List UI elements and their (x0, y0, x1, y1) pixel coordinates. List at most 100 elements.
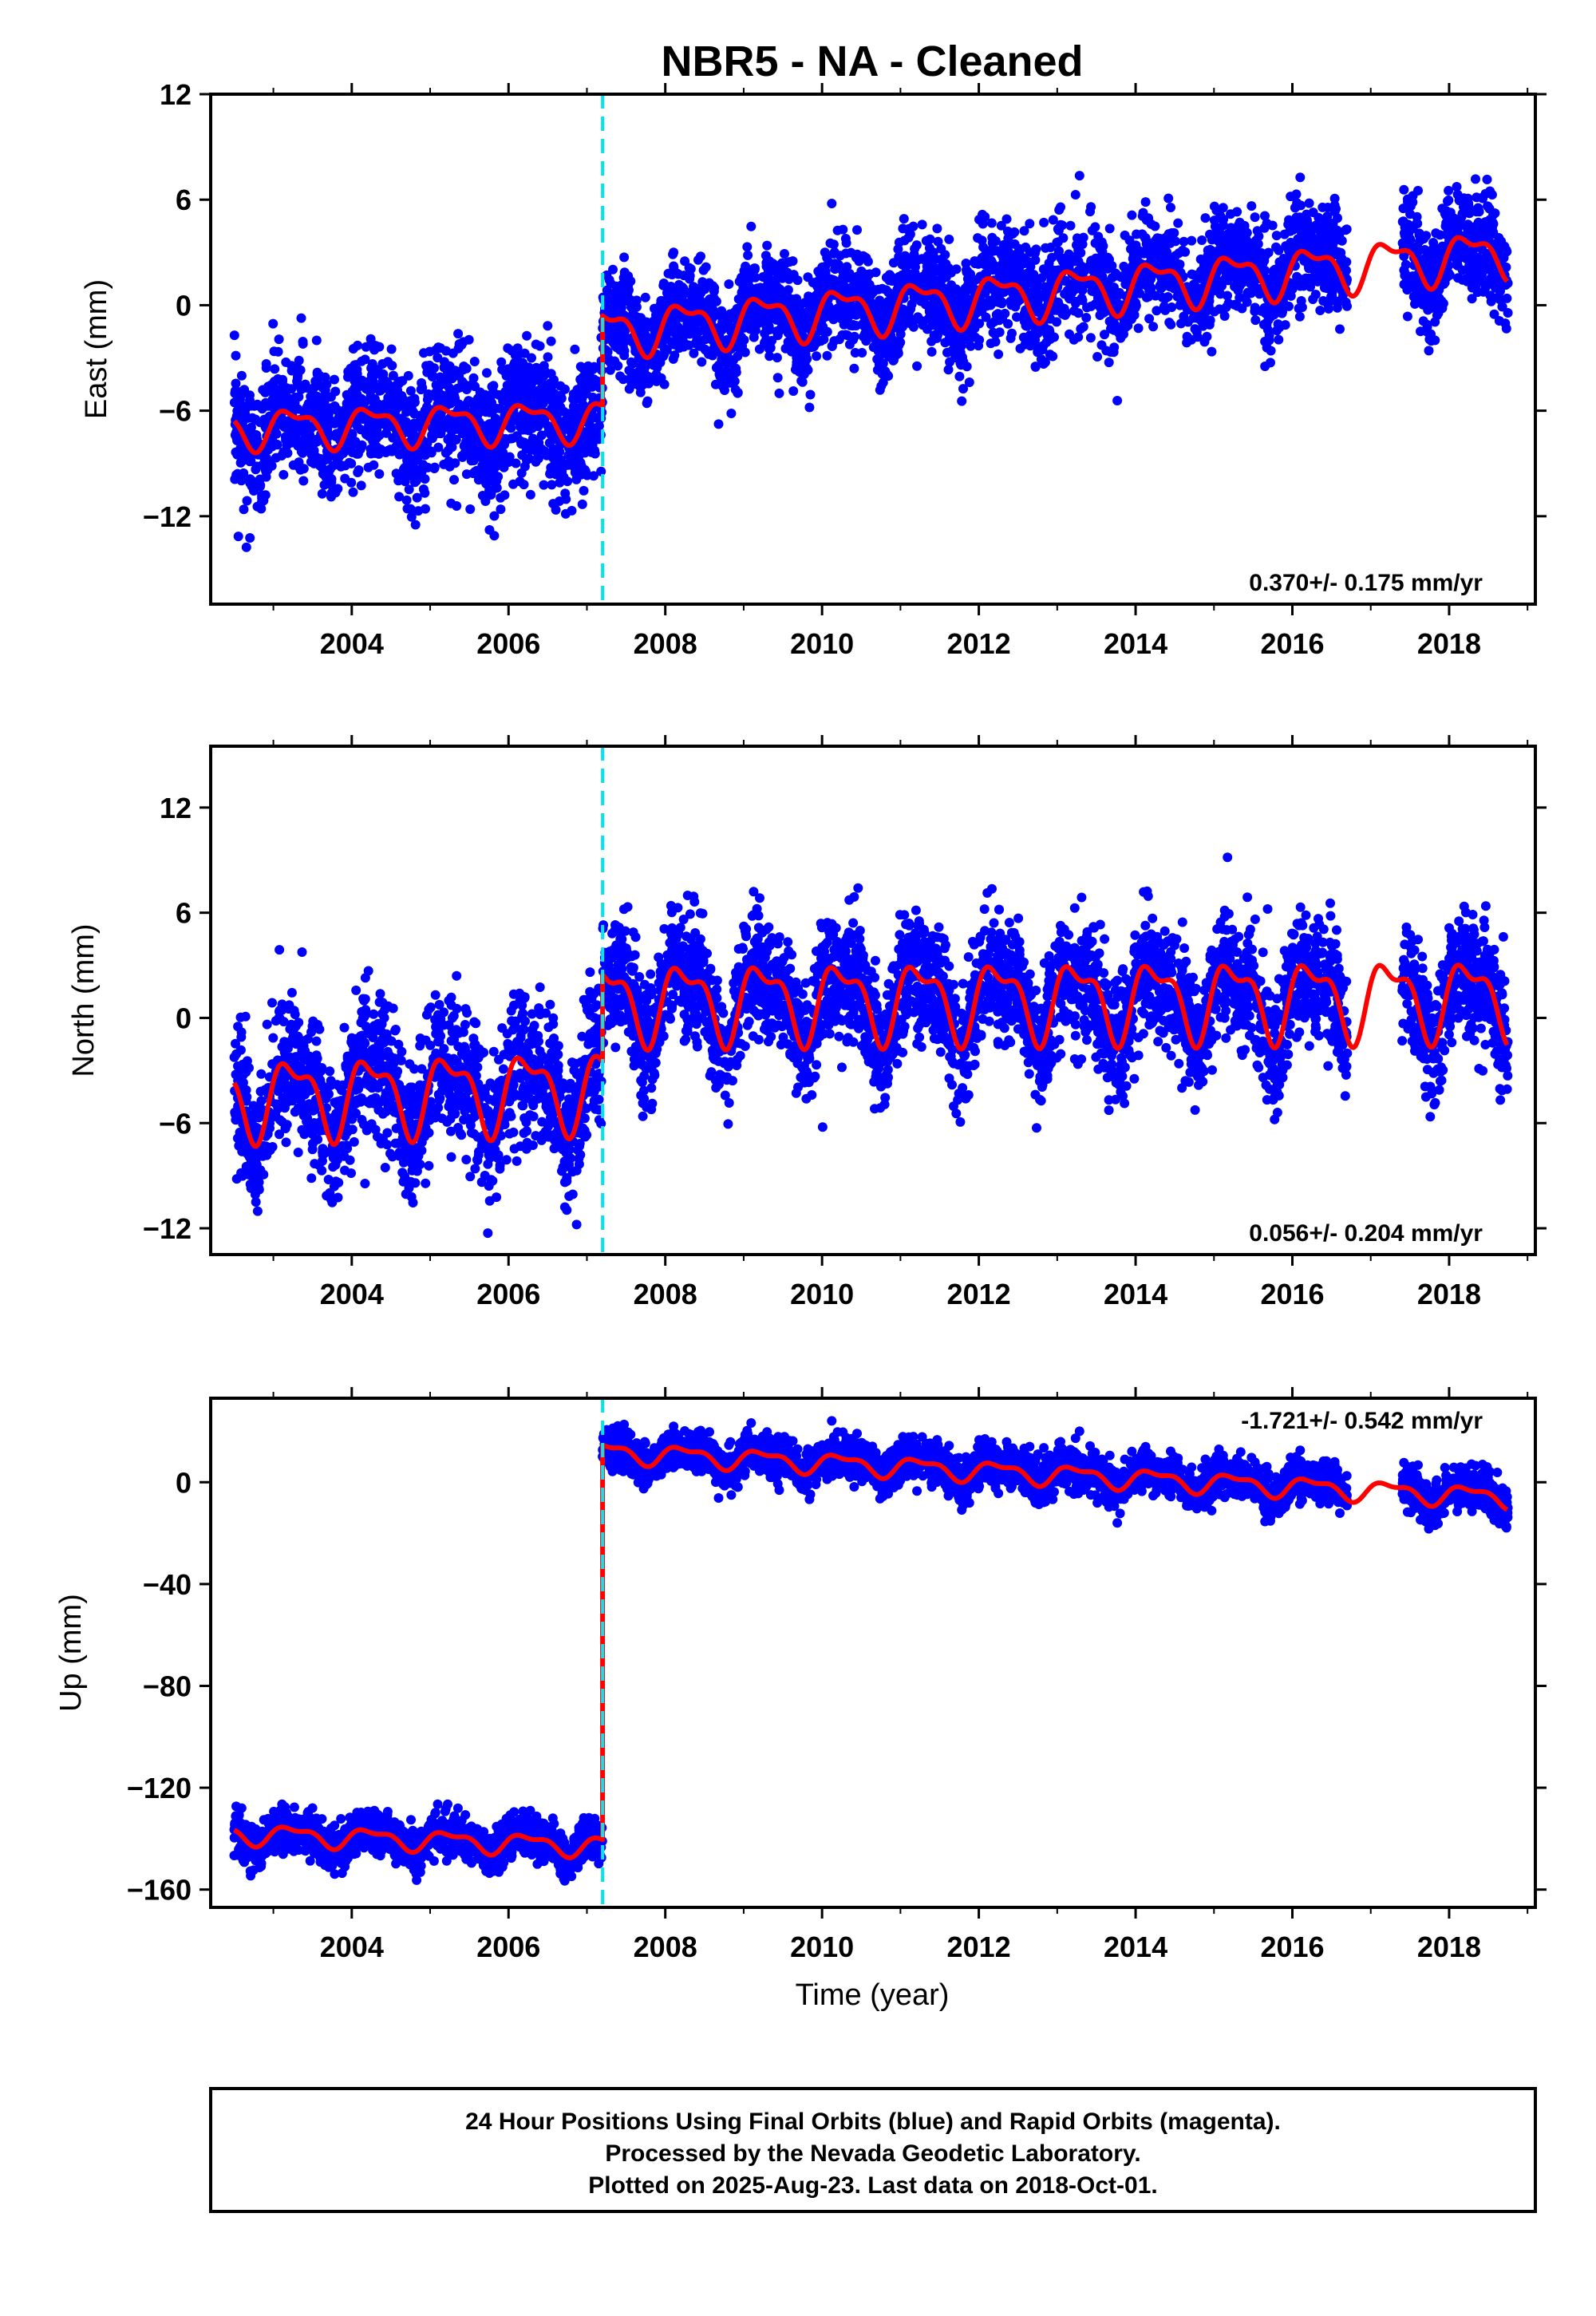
data-point (560, 488, 571, 499)
data-point (1192, 313, 1203, 323)
data-point (263, 441, 274, 452)
data-point (1011, 267, 1021, 277)
data-point (1315, 306, 1325, 315)
data-point (515, 476, 525, 487)
data-point (1140, 197, 1151, 207)
data-point (725, 377, 735, 388)
data-point (954, 371, 965, 381)
data-point (1037, 345, 1048, 355)
data-point (468, 437, 479, 447)
data-point (579, 464, 590, 475)
data-point (973, 256, 983, 267)
data-point (279, 469, 289, 480)
data-point (1329, 229, 1340, 239)
data-point (822, 350, 832, 361)
data-point (1211, 205, 1222, 215)
data-point (574, 386, 584, 397)
data-point (829, 247, 839, 258)
data-point (699, 279, 709, 289)
data-point (1226, 223, 1236, 233)
data-point (372, 433, 381, 443)
figure-title: NBR5 - NA - Cleaned (661, 38, 1083, 85)
data-point (1096, 243, 1105, 254)
data-point (504, 387, 515, 397)
data-point (452, 383, 463, 393)
data-point (816, 336, 826, 346)
data-point (320, 455, 330, 465)
data-point (1253, 239, 1263, 249)
data-point (1200, 267, 1211, 278)
data-point (805, 389, 816, 400)
data-point (806, 294, 816, 305)
data-point (469, 357, 480, 366)
data-point (372, 369, 381, 379)
data-point (872, 365, 883, 375)
y-tick-label: 0 (176, 289, 192, 322)
data-point (281, 435, 291, 445)
data-point (725, 370, 736, 380)
data-point (1337, 235, 1347, 246)
data-point (968, 330, 978, 341)
data-point (388, 392, 398, 402)
data-point (547, 480, 557, 490)
data-point (548, 499, 559, 509)
data-point (413, 455, 423, 465)
data-point (1090, 299, 1100, 310)
data-point (567, 505, 577, 516)
data-point (531, 339, 541, 350)
data-point (1053, 249, 1064, 259)
data-point (849, 363, 859, 373)
data-point (671, 311, 681, 322)
data-point (618, 273, 629, 283)
data-point (1295, 214, 1305, 223)
data-point (1114, 328, 1124, 338)
data-point (893, 244, 903, 255)
data-point (827, 341, 837, 351)
data-point (1205, 315, 1215, 326)
data-point (451, 434, 461, 445)
data-point (417, 382, 428, 393)
data-point (1045, 243, 1056, 252)
data-point (873, 284, 883, 294)
data-point (1274, 322, 1285, 333)
data-point (1133, 323, 1144, 334)
data-point (822, 326, 832, 337)
data-point (525, 489, 535, 500)
data-point (546, 429, 556, 440)
data-point (578, 375, 588, 385)
data-point (303, 432, 314, 442)
data-point (549, 375, 559, 385)
data-point (726, 409, 737, 418)
data-point (804, 402, 815, 413)
data-point (457, 452, 468, 462)
data-point (642, 396, 653, 406)
data-point (589, 423, 599, 433)
data-point (460, 379, 469, 389)
data-point (242, 402, 252, 412)
data-point (946, 291, 957, 301)
data-point (394, 492, 405, 502)
data-point (352, 399, 362, 409)
data-point (294, 461, 305, 472)
data-point (1190, 324, 1200, 334)
data-point (236, 370, 247, 381)
data-point (1187, 235, 1197, 246)
data-point (406, 512, 417, 522)
data-point (1239, 274, 1250, 284)
data-point (1231, 279, 1242, 290)
data-point (568, 418, 578, 429)
data-point (1335, 324, 1345, 334)
data-point (330, 374, 339, 385)
data-point (446, 498, 456, 508)
data-point (549, 446, 559, 456)
data-point (816, 281, 826, 291)
data-point (279, 422, 290, 432)
data-point (733, 388, 743, 398)
data-point (1159, 301, 1169, 311)
data-point (1092, 352, 1103, 362)
data-point (678, 335, 688, 346)
data-point (746, 221, 757, 231)
data-point (429, 462, 440, 472)
data-point (903, 232, 914, 243)
